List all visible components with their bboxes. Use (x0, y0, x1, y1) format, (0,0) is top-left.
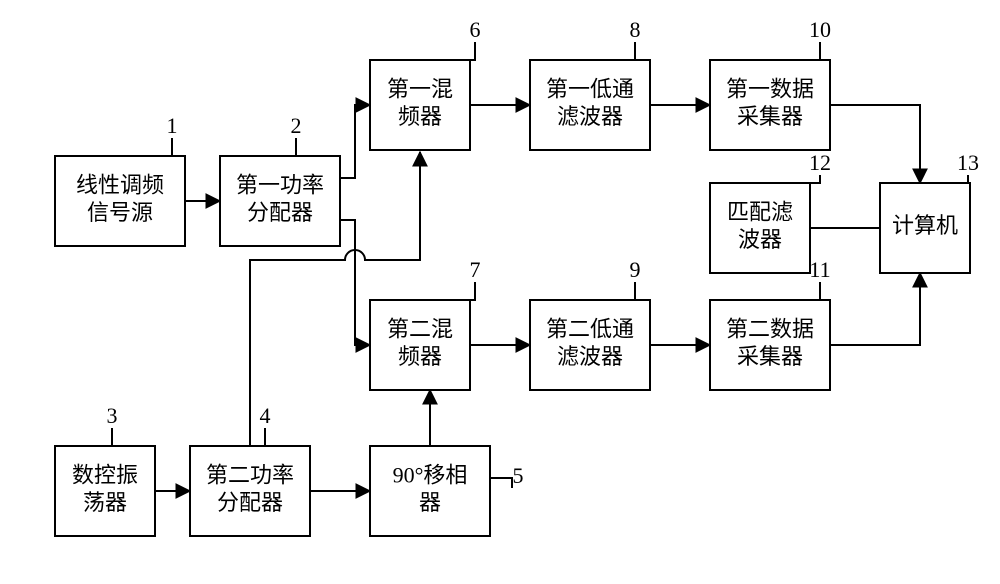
block-label: 90°移相 (393, 462, 468, 487)
block-label: 波器 (738, 227, 782, 252)
block-n9: 第二低通滤波器 (530, 300, 650, 390)
block-label: 器 (419, 490, 441, 515)
block-n12: 匹配滤波器 (710, 183, 810, 273)
ref-number: 1 (167, 113, 178, 138)
ref-number: 2 (291, 113, 302, 138)
ref-number: 4 (260, 403, 271, 428)
ref-number: 3 (107, 403, 118, 428)
block-label: 第一功率 (236, 172, 324, 197)
block-n3: 数控振荡器 (55, 446, 155, 536)
block-n5: 90°移相器 (370, 446, 490, 536)
block-label: 第二数据 (726, 316, 814, 341)
block-label: 第一数据 (726, 76, 814, 101)
block-label: 采集器 (737, 104, 803, 129)
block-label: 荡器 (83, 490, 127, 515)
ref-number: 9 (630, 257, 641, 282)
block-n4: 第二功率分配器 (190, 446, 310, 536)
block-label: 分配器 (247, 200, 313, 225)
ref-number: 5 (513, 463, 524, 488)
block-label: 滤波器 (557, 344, 623, 369)
ref-label-3: 3 (85, 403, 118, 446)
block-label: 线性调频 (76, 172, 164, 197)
block-label: 信号源 (87, 200, 153, 225)
block-n10: 第一数据采集器 (710, 60, 830, 150)
block-label: 第一低通 (546, 76, 634, 101)
block-label: 采集器 (737, 344, 803, 369)
ref-number: 6 (470, 17, 481, 42)
block-label: 计算机 (892, 213, 958, 238)
block-n8: 第一低通滤波器 (530, 60, 650, 150)
block-label: 分配器 (217, 490, 283, 515)
ref-number: 8 (630, 17, 641, 42)
block-n2: 第一功率分配器 (220, 156, 340, 246)
ref-label-6: 6 (448, 17, 481, 60)
block-n13: 计算机 (880, 183, 970, 273)
block-label: 第二低通 (546, 316, 634, 341)
ref-number: 13 (957, 150, 979, 175)
ref-label-7: 7 (448, 257, 481, 300)
block-n1: 线性调频信号源 (55, 156, 185, 246)
block-label: 数控振 (72, 462, 138, 487)
block-n11: 第二数据采集器 (710, 300, 830, 390)
block-label: 频器 (398, 104, 442, 129)
block-label: 频器 (398, 344, 442, 369)
block-label: 第一混 (387, 76, 453, 101)
ref-number: 11 (809, 257, 830, 282)
block-n7: 第二混频器 (370, 300, 470, 390)
block-label: 第二混 (387, 316, 453, 341)
ref-label-5: 5 (490, 463, 524, 488)
ref-label-12: 12 (790, 150, 831, 183)
ref-label-2: 2 (270, 113, 302, 156)
ref-label-13: 13 (940, 150, 979, 183)
ref-number: 7 (470, 257, 481, 282)
ref-label-8: 8 (608, 17, 641, 60)
ref-label-9: 9 (608, 257, 641, 300)
ref-label-1: 1 (145, 113, 178, 156)
ref-label-10: 10 (790, 17, 831, 60)
ref-number: 10 (809, 17, 831, 42)
block-label: 第二功率 (206, 462, 294, 487)
block-diagram: 线性调频信号源第一功率分配器数控振荡器第二功率分配器90°移相器第一混频器第二混… (0, 0, 1000, 584)
ref-label-4: 4 (238, 403, 271, 446)
block-label: 滤波器 (557, 104, 623, 129)
block-n6: 第一混频器 (370, 60, 470, 150)
block-label: 匹配滤 (727, 199, 793, 224)
ref-number: 12 (809, 150, 831, 175)
